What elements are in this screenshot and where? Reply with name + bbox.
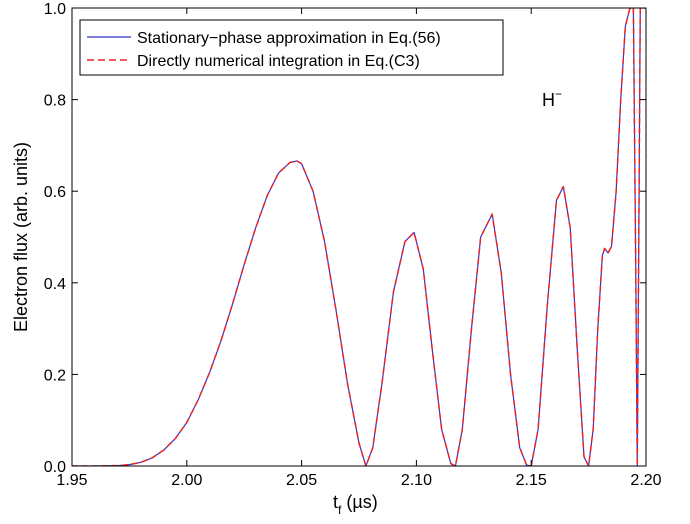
x-tick-label-0: 1.95 — [56, 472, 87, 489]
x-axis-label-unit: (µs) — [341, 492, 377, 512]
species-annotation-sup: − — [555, 87, 562, 101]
x-tick-label-2: 2.05 — [286, 472, 317, 489]
legend-label-numerical: Directly numerical integration in Eq.(C3… — [137, 53, 420, 70]
y-tick-label-5: 1.0 — [44, 1, 66, 18]
legend: Stationary−phase approximation in Eq.(56… — [79, 19, 504, 76]
series-layer — [72, 8, 646, 466]
y-tick-label-3: 0.6 — [44, 184, 66, 201]
x-axis-label-main: t — [333, 492, 338, 512]
y-tick-label-2: 0.4 — [44, 276, 66, 293]
species-annotation: H− — [542, 87, 562, 110]
species-annotation-text: H — [542, 90, 555, 110]
x-tick-label-4: 2.15 — [516, 472, 547, 489]
x-tick-label-1: 2.00 — [171, 472, 202, 489]
x-tick-label-5: 2.20 — [630, 472, 661, 489]
tick-layer: 1.95 2.00 2.05 2.10 2.15 2.20 0.0 0.2 0.4 0.6 0.8 1… — [44, 1, 662, 489]
y-tick-label-4: 0.8 — [44, 93, 66, 110]
x-tick-label-3: 2.10 — [401, 472, 432, 489]
plot-area — [72, 8, 646, 466]
x-axis-label: tf (µs) — [333, 492, 378, 517]
x-axis-label-sub: f — [338, 503, 342, 517]
y-tick-label-1: 0.2 — [44, 367, 66, 384]
series-line-1 — [72, 8, 646, 466]
legend-box — [79, 19, 504, 76]
axes-frame — [71, 7, 647, 467]
y-tick-label-0: 0.0 — [44, 459, 66, 476]
y-axis-label: Electron flux (arb. units) — [11, 142, 31, 332]
legend-label-stationary: Stationary−phase approximation in Eq.(56… — [137, 30, 441, 47]
